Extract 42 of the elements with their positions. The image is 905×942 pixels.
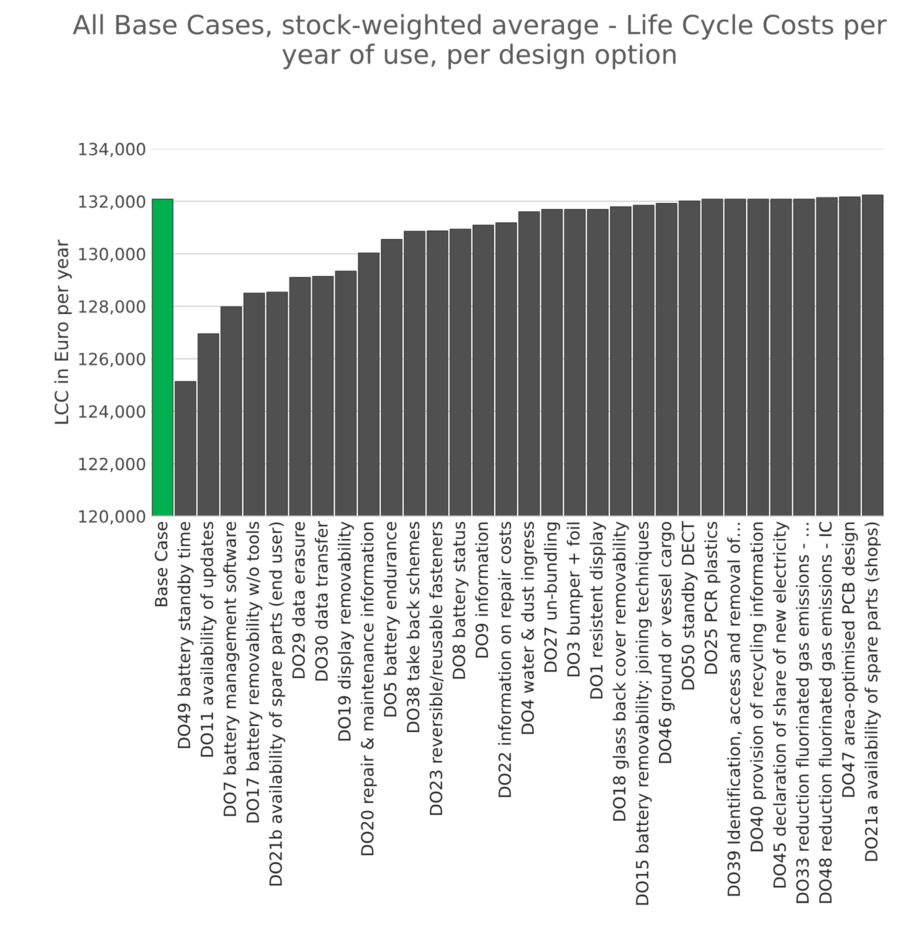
- x-tick-label: DO15 battery removability: joining techniques: [636, 522, 652, 905]
- x-tick-label: DO1 resistent display: [590, 522, 606, 698]
- y-tick-label: 122,000: [79, 458, 146, 472]
- x-tick-label: Base Case: [154, 522, 168, 606]
- x-tick-label: DO22 information on repair costs: [498, 522, 514, 798]
- x-tick-label: DO21b availability of spare parts (end user): [269, 522, 286, 886]
- x-tick-label: DO20 repair & maintenance information: [360, 522, 377, 856]
- x-tick-label: DO17 battery removability w/o tools: [246, 522, 262, 822]
- x-tick-label: DO45 declaration of share of new electricity: [773, 522, 790, 888]
- y-tick-label: 126,000: [79, 352, 146, 368]
- x-tick-label: DO38 take back schemes: [406, 522, 420, 732]
- y-tick-label: 120,000: [79, 510, 146, 524]
- x-tick-label: DO9 information: [475, 522, 488, 658]
- x-tick-label: DO18 glass back cover removability: [612, 522, 629, 821]
- x-tick-label: DO27 un-bundling: [544, 522, 560, 672]
- x-tick-label: DO48 reduction fluorinated gas emissions - IC: [818, 522, 835, 903]
- x-tick-label: DO25 PCR plastics: [704, 522, 720, 674]
- x-tick-label: DO11 availability of updates: [200, 522, 216, 757]
- x-tick-label: DO5 battery endurance: [384, 522, 400, 716]
- x-tick-label: DO47 area-optimised PCB design: [842, 522, 858, 797]
- x-tick-label: DO33 reduction fluorinated gas emissions - …: [796, 522, 812, 903]
- x-tick-label: DO50 standby DECT: [681, 521, 698, 690]
- x-tick-label: DO3 bumper + foil: [566, 522, 583, 676]
- x-tick-label: DO4 water & dust ingress: [521, 522, 538, 734]
- x-tick-label: DO29 data erasure: [292, 522, 305, 678]
- x-tick-label: DO19 display removability: [338, 522, 354, 740]
- x-tick-label: DO7 battery management software: [223, 522, 240, 816]
- y-tick-label: 130,000: [79, 248, 146, 262]
- x-tick-label: DO23 reversible/reusable fasteners: [429, 522, 444, 815]
- x-tick-label: DO21a availability of spare parts (shops): [864, 522, 881, 861]
- x-tick-label: DO30 data transfer: [314, 521, 328, 681]
- x-tick-label: DO39 Identification, access and removal of…: [727, 523, 742, 896]
- y-tick-label: 134,000: [79, 142, 146, 158]
- y-tick-label: 128,000: [79, 300, 146, 315]
- y-axis-title: LCC in Euro per year: [54, 240, 72, 424]
- x-tick-label: DO40 provision of recycling information: [750, 522, 766, 852]
- chart-title: All Base Cases, stock-weighted average - Life Cycle Costs per year of use, per design option: [72, 14, 887, 70]
- y-tick-label: 132,000: [79, 195, 146, 210]
- x-tick-label: DO46 ground or vessel cargo: [658, 522, 675, 763]
- x-tick-label: DO8 battery status: [452, 522, 468, 679]
- x-tick-label: DO49 battery standby time: [177, 522, 194, 748]
- y-tick-label: 124,000: [79, 405, 146, 420]
